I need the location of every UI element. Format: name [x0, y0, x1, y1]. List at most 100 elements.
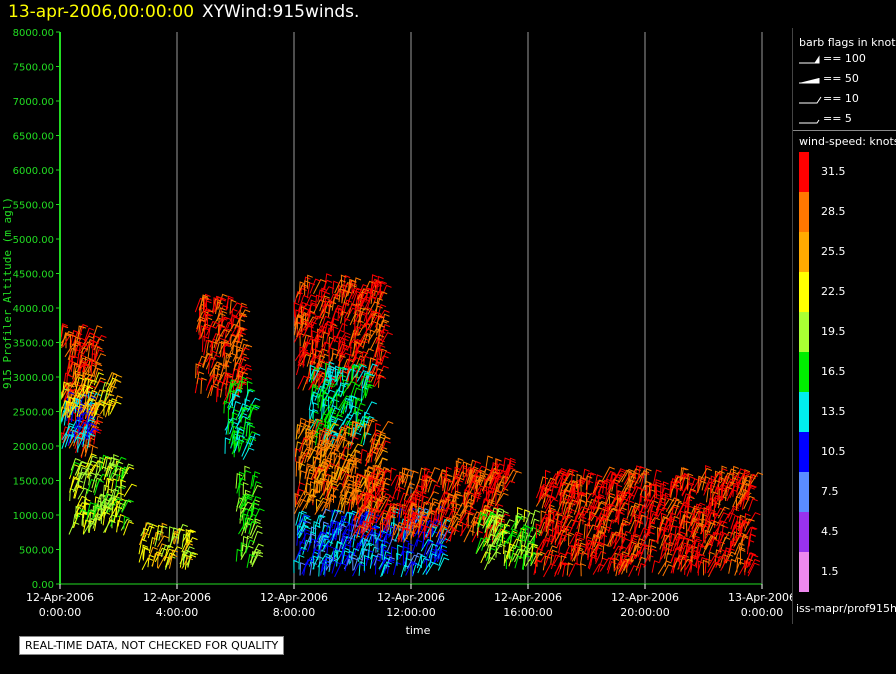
wind-barb: [476, 522, 484, 536]
wind-barb: [362, 411, 370, 428]
wind-barb: [298, 510, 307, 525]
wind-barb: [245, 431, 258, 444]
wind-barb: [319, 477, 326, 493]
wind-barb: [617, 492, 626, 507]
wind-barb: [686, 472, 694, 490]
wind-barb: [298, 417, 307, 435]
wind-barb: [340, 301, 350, 316]
wind-barb: [84, 359, 96, 373]
wind-barb: [318, 429, 326, 445]
wind-barb: [501, 529, 508, 544]
wind-barb: [251, 554, 263, 568]
wind-barb: [585, 492, 592, 507]
wind-barb: [108, 495, 121, 510]
wind-barb: [464, 492, 475, 506]
wind-barb: [77, 362, 89, 376]
wind-barb: [91, 340, 100, 356]
wind-barb: [402, 499, 410, 516]
wind-barb: [300, 303, 311, 317]
wind-barb: [353, 542, 363, 556]
wind-barb: [99, 389, 109, 402]
wind-barb: [509, 538, 522, 553]
wind-cluster-13: [454, 455, 522, 494]
wind-barb: [629, 485, 642, 500]
wind-barb: [249, 521, 261, 536]
wind-barb: [299, 437, 310, 453]
wind-barb: [568, 562, 581, 578]
wind-barb: [340, 528, 353, 541]
wind-barb: [354, 460, 362, 475]
colorbar-entry: 31.5: [799, 152, 896, 192]
wind-barb: [331, 527, 342, 543]
wind-barb: [584, 492, 597, 504]
wind-barb: [420, 554, 427, 568]
wind-barb: [602, 479, 610, 494]
wind-barb: [376, 355, 389, 369]
wind-barb: [533, 559, 543, 576]
wind-barb: [298, 320, 310, 336]
wind-barb: [720, 536, 731, 551]
wind-barb: [339, 543, 352, 557]
wind-barb: [371, 432, 383, 446]
wind-barb: [209, 378, 222, 393]
wind-barb: [305, 427, 312, 443]
wind-barb: [202, 300, 212, 313]
wind-cluster-7: [235, 465, 265, 569]
wind-barb: [313, 362, 323, 378]
wind-barb: [307, 274, 313, 289]
wind-barb: [100, 454, 109, 471]
wind-barb: [454, 466, 461, 480]
wind-barb: [735, 468, 746, 484]
wind-barb: [587, 536, 601, 551]
wind-barb: [341, 473, 352, 487]
wind-barb: [579, 551, 588, 565]
speed-legend-title: wind-speed: knots: [799, 135, 896, 148]
wind-barb: [630, 472, 641, 487]
wind-barb: [712, 507, 726, 523]
legend-separator: [793, 130, 896, 131]
wind-barb: [335, 541, 343, 558]
wind-barb: [360, 334, 371, 347]
wind-barb: [634, 515, 641, 531]
x-tick-time: 0:00:00: [39, 606, 81, 619]
wind-barb: [375, 457, 388, 471]
wind-barb: [575, 506, 588, 518]
wind-barb: [444, 501, 457, 516]
wind-barb: [646, 484, 653, 501]
wind-barb: [61, 425, 76, 440]
wind-barb: [97, 500, 104, 517]
wind-barb: [628, 565, 640, 577]
wind-barb: [200, 377, 207, 394]
wind-barb: [218, 293, 228, 309]
wind-barb: [94, 349, 104, 363]
wind-barb: [360, 350, 369, 366]
wind-barb: [355, 319, 364, 334]
wind-barb: [437, 510, 445, 527]
wind-barb: [515, 512, 523, 529]
wind-barb: [368, 476, 375, 492]
wind-barb: [379, 348, 388, 362]
wind-barb: [87, 433, 96, 449]
wind-barb: [365, 383, 375, 397]
wind-barb: [461, 498, 475, 514]
wind-barb: [716, 512, 729, 527]
wind-barb: [245, 539, 256, 554]
wind-barb: [224, 437, 231, 454]
wind-barb: [360, 523, 372, 539]
plot-area: 0.00 500.00 1000.00 1500.00 2000.00 2500.00 30…: [1, 28, 792, 637]
wind-barb: [481, 506, 492, 521]
wind-barb: [363, 415, 375, 430]
wind-barb: [524, 543, 539, 558]
wind-barb: [527, 526, 538, 541]
wind-barb: [210, 338, 219, 353]
wind-barb: [235, 364, 245, 378]
wind-barb: [251, 525, 263, 538]
wind-barb: [177, 527, 185, 544]
wind-barb: [303, 562, 311, 576]
wind-barb: [201, 307, 212, 322]
wind-barb: [556, 472, 568, 487]
wind-barb: [338, 303, 349, 319]
wind-barb: [647, 538, 655, 555]
wind-barb: [66, 359, 75, 374]
wind-barb: [213, 367, 220, 384]
